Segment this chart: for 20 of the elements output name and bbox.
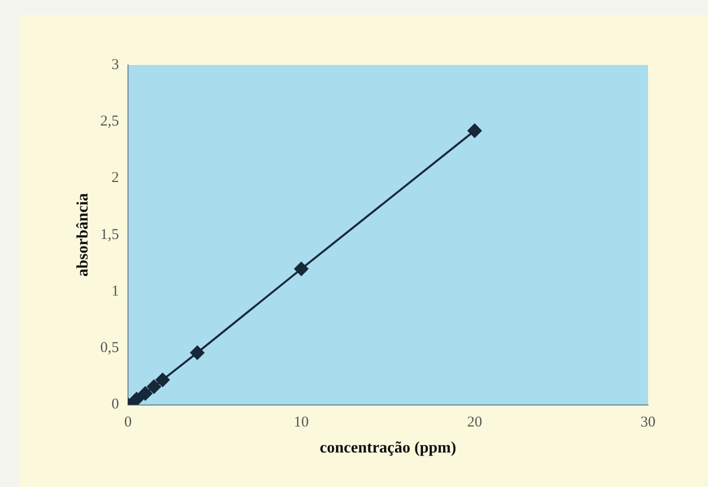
point [138,386,152,400]
x-tick-label: 10 [294,414,309,431]
y-tick-label: 1,5 [100,226,119,243]
point [130,392,144,405]
x-tick-label: 0 [124,414,132,431]
y-tick-label: 1 [111,283,119,300]
point [294,262,308,276]
point [468,124,482,138]
y-tick-label: 3 [111,56,119,73]
y-tick-label: 0,5 [100,340,119,356]
y-tick-label: 2 [111,170,119,186]
x-tick-label: 30 [640,414,656,431]
x-tick-label: 20 [467,414,482,431]
point [190,346,204,360]
point [156,372,170,387]
y-tick-label: 0 [111,396,119,413]
y-axis-title: absorbância [74,193,92,277]
x-axis-title: concentração (ppm) [320,440,456,457]
y-tick-label: 2,5 [100,114,119,130]
point [146,380,161,394]
